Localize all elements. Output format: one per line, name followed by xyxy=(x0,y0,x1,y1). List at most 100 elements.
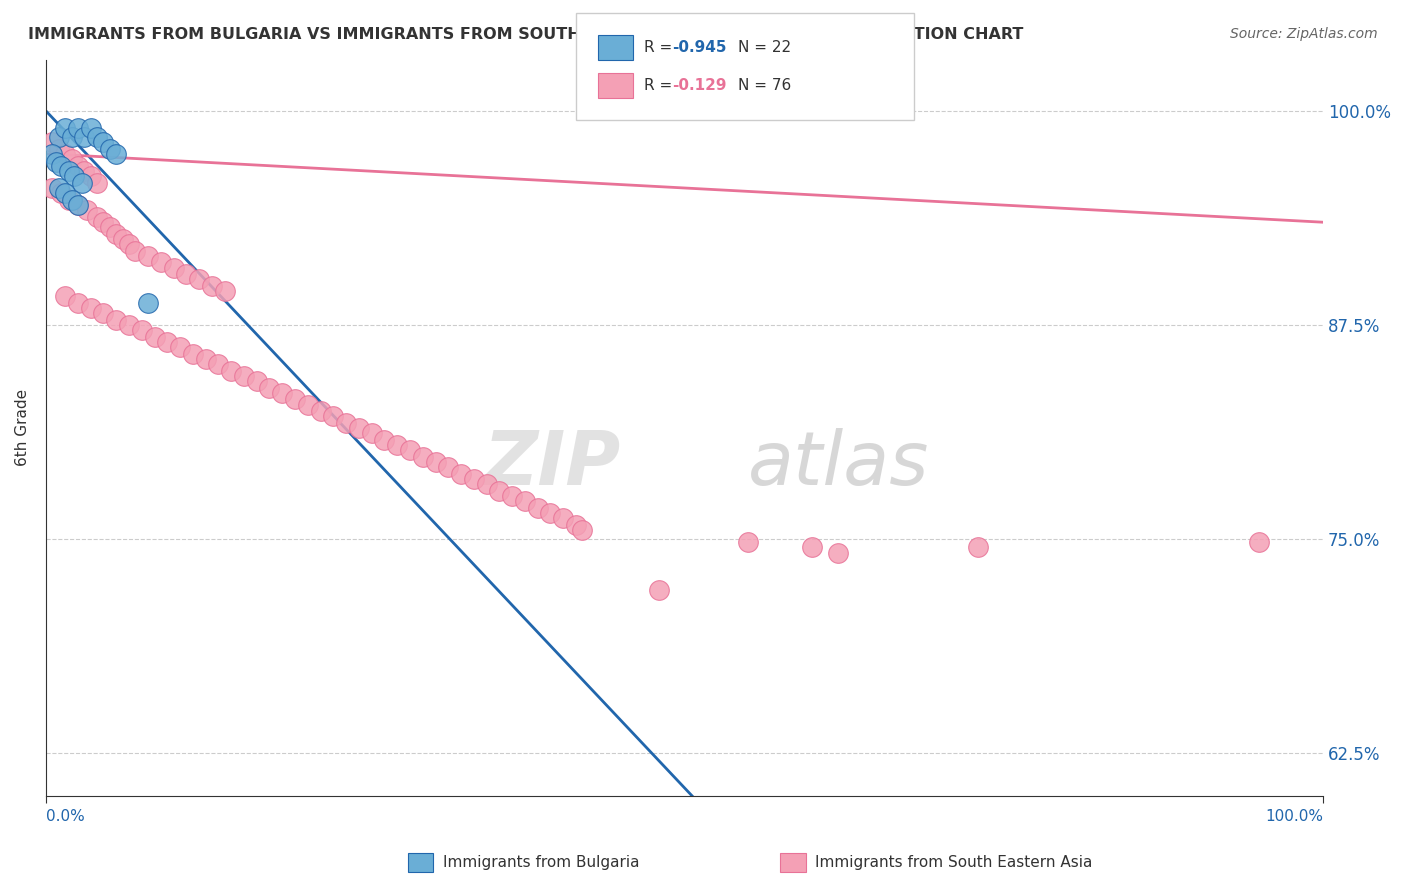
Point xyxy=(201,278,224,293)
Point xyxy=(967,541,990,555)
Point xyxy=(565,518,588,533)
Point xyxy=(79,121,101,136)
Point xyxy=(93,135,115,149)
Point xyxy=(149,254,172,268)
Point xyxy=(41,181,63,195)
Point xyxy=(648,583,671,598)
Point xyxy=(70,176,93,190)
Point xyxy=(73,129,96,144)
Point xyxy=(86,176,108,190)
Point xyxy=(124,244,146,259)
Point xyxy=(373,433,395,447)
Point xyxy=(309,403,332,417)
Point xyxy=(246,375,269,389)
Point xyxy=(143,330,166,344)
Point xyxy=(648,831,671,846)
Point xyxy=(513,494,536,508)
Point xyxy=(232,369,254,384)
Point xyxy=(111,232,134,246)
Point xyxy=(51,159,73,173)
Point xyxy=(322,409,344,423)
Point xyxy=(169,340,191,354)
Point xyxy=(219,364,242,378)
Point xyxy=(284,392,307,406)
Point xyxy=(163,261,186,276)
Text: atlas: atlas xyxy=(748,428,929,500)
Point xyxy=(45,155,67,169)
Text: R =: R = xyxy=(644,78,678,93)
Point xyxy=(385,438,408,452)
Point xyxy=(58,164,80,178)
Point xyxy=(48,129,70,144)
Point xyxy=(66,198,89,212)
Point xyxy=(412,450,434,464)
Point xyxy=(437,460,460,475)
Point xyxy=(53,146,76,161)
Text: ZIP: ZIP xyxy=(484,428,620,501)
Point xyxy=(214,284,236,298)
Text: -0.945: -0.945 xyxy=(672,40,727,54)
Point xyxy=(53,121,76,136)
Text: IMMIGRANTS FROM BULGARIA VS IMMIGRANTS FROM SOUTH EASTERN ASIA 6TH GRADE CORRELA: IMMIGRANTS FROM BULGARIA VS IMMIGRANTS F… xyxy=(28,27,1024,42)
Y-axis label: 6th Grade: 6th Grade xyxy=(15,389,30,467)
Point xyxy=(801,541,824,555)
Point xyxy=(335,416,357,430)
Point xyxy=(156,334,179,349)
Point xyxy=(488,483,510,498)
Point xyxy=(98,142,121,156)
Point xyxy=(53,289,76,303)
Point xyxy=(207,357,229,371)
Point xyxy=(450,467,472,481)
Point xyxy=(51,186,73,201)
Point xyxy=(297,398,319,412)
Point xyxy=(827,546,849,560)
Point xyxy=(86,210,108,224)
Text: N = 22: N = 22 xyxy=(738,40,792,54)
Point xyxy=(58,193,80,207)
Point xyxy=(93,215,115,229)
Point xyxy=(526,501,548,516)
Point xyxy=(41,146,63,161)
Point xyxy=(540,506,562,520)
Point xyxy=(131,323,153,337)
Text: Immigrants from Bulgaria: Immigrants from Bulgaria xyxy=(443,855,640,870)
Point xyxy=(136,295,159,310)
Text: 100.0%: 100.0% xyxy=(1265,809,1323,824)
Point xyxy=(425,455,447,469)
Point xyxy=(118,237,141,252)
Text: R =: R = xyxy=(644,40,678,54)
Point xyxy=(79,169,101,183)
Point xyxy=(271,386,294,401)
Point xyxy=(347,420,370,434)
Point xyxy=(136,250,159,264)
Point xyxy=(194,352,217,367)
Point xyxy=(60,129,83,144)
Point xyxy=(118,318,141,332)
Point xyxy=(259,381,281,395)
Point xyxy=(737,535,759,549)
Text: 0.0%: 0.0% xyxy=(46,809,84,824)
Point xyxy=(63,169,86,183)
Point xyxy=(48,142,70,156)
Point xyxy=(463,472,485,486)
Text: Immigrants from South Eastern Asia: Immigrants from South Eastern Asia xyxy=(815,855,1092,870)
Point xyxy=(1249,535,1271,549)
Point xyxy=(60,193,83,207)
Point xyxy=(73,164,96,178)
Point xyxy=(60,152,83,166)
Point xyxy=(105,227,128,242)
Point xyxy=(48,181,70,195)
Point xyxy=(66,198,89,212)
Point xyxy=(66,159,89,173)
Point xyxy=(181,347,204,361)
Point xyxy=(93,306,115,320)
Point xyxy=(76,203,98,218)
Point xyxy=(360,425,382,440)
Point xyxy=(188,271,211,285)
Point xyxy=(66,295,89,310)
Point xyxy=(41,135,63,149)
Point xyxy=(105,146,128,161)
Point xyxy=(571,524,593,538)
Point xyxy=(86,129,108,144)
Point xyxy=(553,511,575,525)
